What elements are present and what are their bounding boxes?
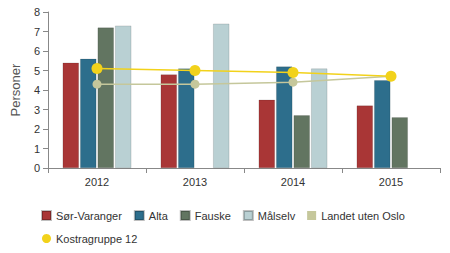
svg-text:5: 5 [34, 65, 40, 77]
svg-text:Personer: Personer [8, 63, 23, 116]
svg-text:Landet uten Oslo: Landet uten Oslo [321, 210, 405, 222]
svg-text:3: 3 [34, 104, 40, 116]
svg-text:2015: 2015 [379, 176, 403, 188]
svg-text:2013: 2013 [183, 176, 207, 188]
svg-text:Kostragruppe 12: Kostragruppe 12 [56, 233, 137, 245]
svg-text:2: 2 [34, 123, 40, 135]
svg-text:1: 1 [34, 143, 40, 155]
svg-text:Målselv: Målselv [258, 210, 296, 222]
svg-text:4: 4 [34, 84, 40, 96]
svg-text:Alta: Alta [149, 210, 169, 222]
svg-text:8: 8 [34, 6, 40, 18]
svg-text:Sør-Varanger: Sør-Varanger [56, 210, 122, 222]
svg-text:7: 7 [34, 26, 40, 38]
svg-text:6: 6 [34, 45, 40, 57]
svg-text:2014: 2014 [281, 176, 305, 188]
svg-text:Fauske: Fauske [195, 210, 231, 222]
svg-text:0: 0 [34, 162, 40, 174]
svg-text:2012: 2012 [85, 176, 109, 188]
